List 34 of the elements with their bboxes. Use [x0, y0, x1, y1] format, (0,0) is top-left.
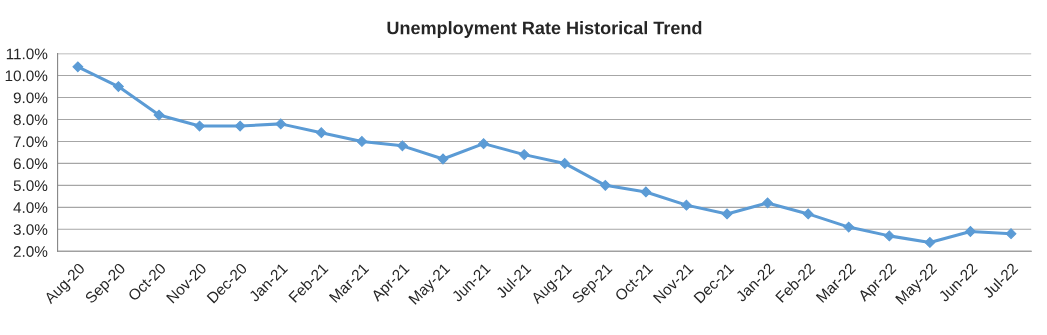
point	[356, 136, 368, 147]
point	[275, 118, 287, 130]
y-tick-label: 6.0%	[13, 158, 48, 170]
y-tick-label: 8.0%	[13, 114, 48, 126]
y-tick-label: 2.0%	[13, 246, 48, 257]
point	[843, 221, 855, 233]
point	[518, 149, 530, 161]
point	[924, 237, 936, 248]
chart-title: Unemployment Rate Historical Trend	[387, 21, 702, 38]
point	[153, 109, 165, 121]
y-tick-label: 9.0%	[13, 92, 48, 104]
point	[681, 199, 692, 211]
point	[640, 186, 652, 198]
y-tick-label: 11.0%	[6, 48, 48, 60]
point	[559, 157, 571, 169]
point	[397, 140, 408, 152]
y-tick-label: 3.0%	[13, 224, 48, 235]
y-tick-label: 7.0%	[13, 136, 48, 148]
y-tick-label: 10.0%	[5, 70, 48, 82]
point	[762, 197, 774, 209]
point	[965, 226, 976, 237]
point	[478, 138, 490, 150]
point	[883, 230, 895, 242]
y-tick-label: 5.0%	[13, 180, 48, 192]
point	[437, 153, 449, 165]
point	[802, 208, 814, 220]
point	[315, 127, 327, 139]
point	[599, 179, 611, 191]
point	[1005, 228, 1017, 240]
point	[234, 120, 246, 132]
point	[113, 81, 124, 92]
point	[72, 61, 84, 73]
y-tick-label: 4.0%	[13, 202, 48, 214]
point	[721, 208, 733, 220]
